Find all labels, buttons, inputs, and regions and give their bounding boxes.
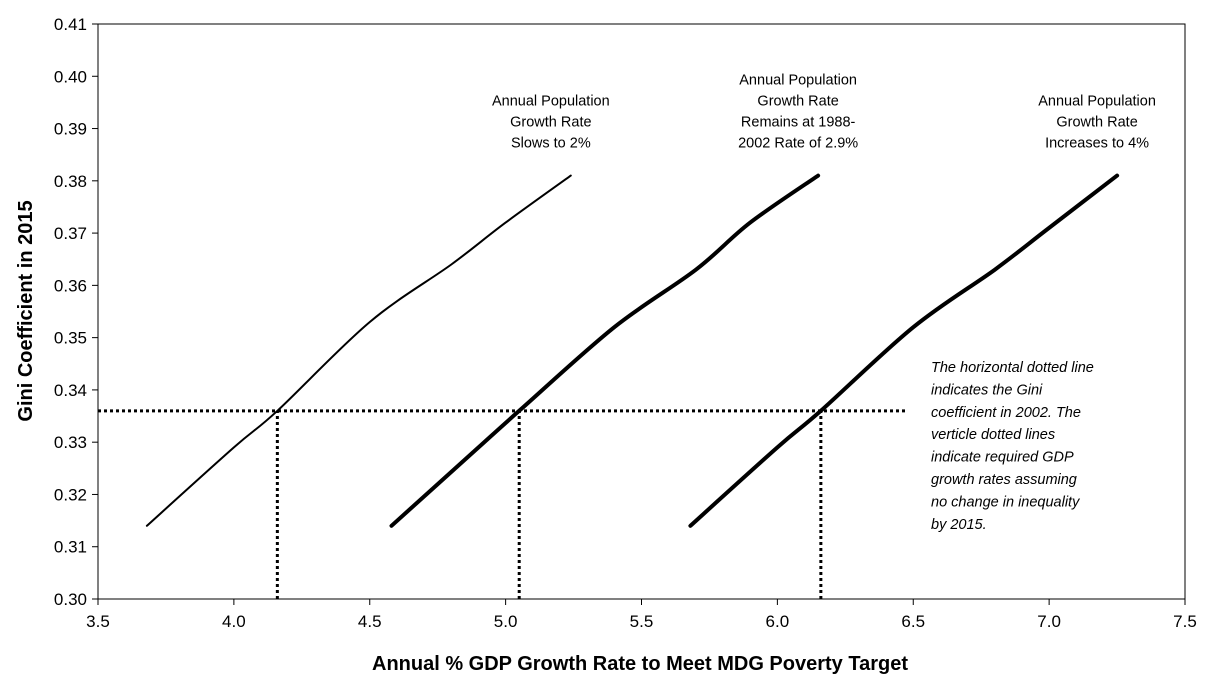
x-axis-title: Annual % GDP Growth Rate to Meet MDG Pov… xyxy=(372,653,908,675)
series-group xyxy=(145,173,1120,528)
series-label-3: Annual Population Growth Rate Increases to… xyxy=(1038,94,1156,152)
y-tick-label: 0.30 xyxy=(54,590,87,609)
series-label-2: Annual Population Growth Rate Remains at 1… xyxy=(738,73,858,152)
x-tick-label: 6.5 xyxy=(901,612,925,631)
y-tick-label: 0.35 xyxy=(54,329,87,348)
y-tick-label: 0.33 xyxy=(54,433,87,452)
y-tick-label: 0.40 xyxy=(54,67,87,86)
x-tick-label: 3.5 xyxy=(86,612,110,631)
y-tick-label: 0.37 xyxy=(54,224,87,243)
plot-area xyxy=(97,23,1186,600)
x-tick-label: 4.0 xyxy=(222,612,246,631)
y-axis: 0.30 0.31 0.32 0.33 0.34 0.35 0.36 0.37 0.38 0.39… xyxy=(54,15,98,609)
y-tick-label: 0.34 xyxy=(54,381,87,400)
series-label-1: Annual Population Growth Rate Slows to 2% xyxy=(492,94,610,152)
series-line-2 xyxy=(389,173,821,528)
y-tick-label: 0.32 xyxy=(54,485,87,504)
y-axis-title: Gini Coefficient in 2015 xyxy=(15,200,37,421)
y-tick-label: 0.36 xyxy=(54,276,87,295)
series-line-1 xyxy=(145,174,572,527)
y-tick-label: 0.39 xyxy=(54,120,87,139)
x-tick-label: 6.0 xyxy=(766,612,790,631)
y-tick-label: 0.38 xyxy=(54,172,87,191)
y-tick-label: 0.31 xyxy=(54,538,87,557)
series-labels: Annual Population Growth Rate Slows to 2% A… xyxy=(492,73,1156,152)
x-tick-label: 7.5 xyxy=(1173,612,1197,631)
x-tick-label: 5.0 xyxy=(494,612,518,631)
x-tick-label: 4.5 xyxy=(358,612,382,631)
x-tick-label: 7.0 xyxy=(1037,612,1061,631)
y-tick-label: 0.41 xyxy=(54,15,87,34)
x-tick-label: 5.5 xyxy=(630,612,654,631)
reference-lines xyxy=(98,409,908,599)
x-axis: 3.5 4.0 4.5 5.0 5.5 6.0 6.5 7.0 7.5 xyxy=(86,599,1197,631)
series-line-3 xyxy=(688,173,1120,528)
annotation-note: The horizontal dotted line indicates the … xyxy=(931,360,1094,533)
